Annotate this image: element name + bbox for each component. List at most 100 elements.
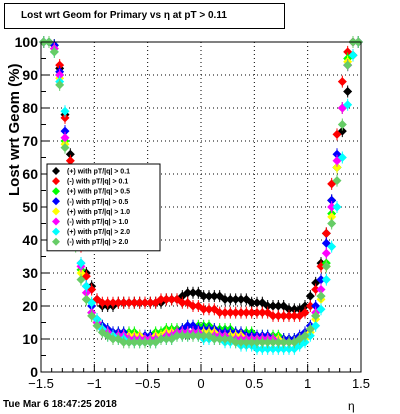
data-point-5	[81, 288, 91, 298]
data-point-4	[332, 162, 342, 172]
data-point-1	[225, 308, 235, 318]
data-point-7	[76, 275, 86, 285]
data-point-7	[87, 311, 97, 321]
data-point-7	[247, 337, 257, 347]
data-point-1	[279, 311, 289, 321]
data-point-1	[289, 311, 299, 321]
data-point-1	[177, 298, 187, 308]
data-point-1	[140, 298, 150, 308]
legend: (+) with pT/|q| > 0.1 (-) with pT/|q| > 0…	[46, 163, 161, 252]
data-point-7	[257, 337, 267, 347]
data-point-1	[236, 308, 246, 318]
x-tick-label: −1.5	[28, 376, 54, 391]
data-point-7	[215, 334, 225, 344]
data-point-6	[273, 344, 283, 354]
legend-entry: (-) with pT/|q| > 2.0	[67, 239, 128, 246]
data-point-5	[316, 285, 326, 294]
data-point-7	[145, 337, 155, 347]
axes: −1.5 −1 −0.5 0 0.5 1 1.5 0 10 20 30 40 50 60 70 80 90 100	[15, 34, 370, 391]
data-point-7	[279, 337, 289, 347]
data-point-1	[97, 298, 107, 308]
data-point-7	[49, 47, 59, 57]
data-point-7	[316, 291, 326, 301]
legend-entry: (-) with pT/|q| > 1.0	[67, 219, 128, 226]
data-point-6	[76, 258, 86, 268]
data-point-0	[231, 294, 241, 304]
data-point-3	[327, 195, 337, 205]
data-point-7	[135, 337, 145, 347]
data-point-1	[124, 298, 134, 308]
data-point-7	[311, 311, 321, 321]
data-point-1	[161, 294, 171, 304]
data-point-0	[199, 291, 209, 301]
data-point-6	[321, 275, 331, 285]
data-point-1	[332, 129, 342, 139]
data-point-1	[199, 304, 209, 314]
data-point-6	[284, 344, 294, 354]
data-point-6	[348, 50, 358, 60]
data-point-1	[247, 308, 257, 318]
data-point-7	[273, 337, 283, 347]
data-point-1	[300, 308, 310, 318]
data-point-0	[263, 301, 273, 311]
data-point-5	[60, 133, 70, 143]
data-point-7	[343, 60, 353, 70]
data-point-7	[327, 219, 337, 228]
data-point-0	[236, 294, 246, 304]
data-point-6	[81, 281, 91, 291]
y-tick-label: 80	[22, 100, 38, 116]
data-point-0	[225, 294, 235, 304]
data-point-0	[284, 304, 294, 314]
data-point-1	[103, 298, 113, 308]
data-point-7	[252, 337, 262, 347]
data-point-7	[172, 331, 182, 341]
data-point-0	[273, 301, 283, 311]
data-point-6	[332, 202, 342, 212]
data-point-7	[332, 176, 342, 186]
data-point-1	[204, 304, 214, 314]
legend-marker	[52, 167, 60, 175]
data-point-0	[204, 291, 214, 301]
data-point-6	[305, 331, 315, 341]
data-point-7	[337, 120, 347, 129]
data-point-7	[60, 143, 70, 153]
data-point-1	[156, 294, 166, 304]
data-point-1	[188, 301, 198, 311]
x-tick-label: 0	[197, 376, 204, 391]
data-point-0	[268, 301, 278, 311]
legend-marker	[52, 237, 60, 246]
data-point-3	[316, 275, 326, 285]
y-tick-label: 60	[22, 166, 38, 182]
data-point-0	[188, 288, 198, 298]
x-axis-label: η	[348, 399, 355, 413]
data-point-1	[135, 298, 145, 308]
data-point-7	[188, 331, 198, 341]
data-point-1	[241, 308, 251, 318]
legend-entry: (+) with pT/|q| > 0.5	[67, 189, 130, 196]
data-point-6	[60, 106, 70, 116]
data-point-6	[257, 344, 267, 354]
data-point-7	[124, 337, 134, 347]
data-point-0	[300, 301, 310, 311]
data-point-1	[305, 301, 315, 311]
y-tick-label: 10	[22, 331, 38, 347]
data-point-0	[247, 298, 257, 308]
data-point-7	[199, 331, 209, 341]
data-point-1	[55, 60, 65, 70]
data-point-7	[140, 337, 150, 347]
data-point-7	[81, 294, 91, 304]
data-point-7	[156, 334, 166, 344]
data-point-6	[263, 344, 273, 354]
data-point-1	[108, 298, 118, 308]
y-tick-label: 40	[22, 232, 38, 248]
data-point-1	[321, 228, 331, 238]
legend-entry: (+) with pT/|q| > 1.0	[67, 209, 130, 216]
data-point-1	[284, 311, 294, 321]
data-point-1	[337, 77, 347, 87]
data-point-7	[55, 80, 65, 90]
data-point-1	[129, 298, 139, 308]
data-point-1	[145, 298, 155, 308]
x-tick-label: 1.5	[352, 376, 370, 391]
legend-entry: (-) with pT/|q| > 0.5	[67, 199, 128, 206]
data-point-7	[177, 331, 187, 341]
